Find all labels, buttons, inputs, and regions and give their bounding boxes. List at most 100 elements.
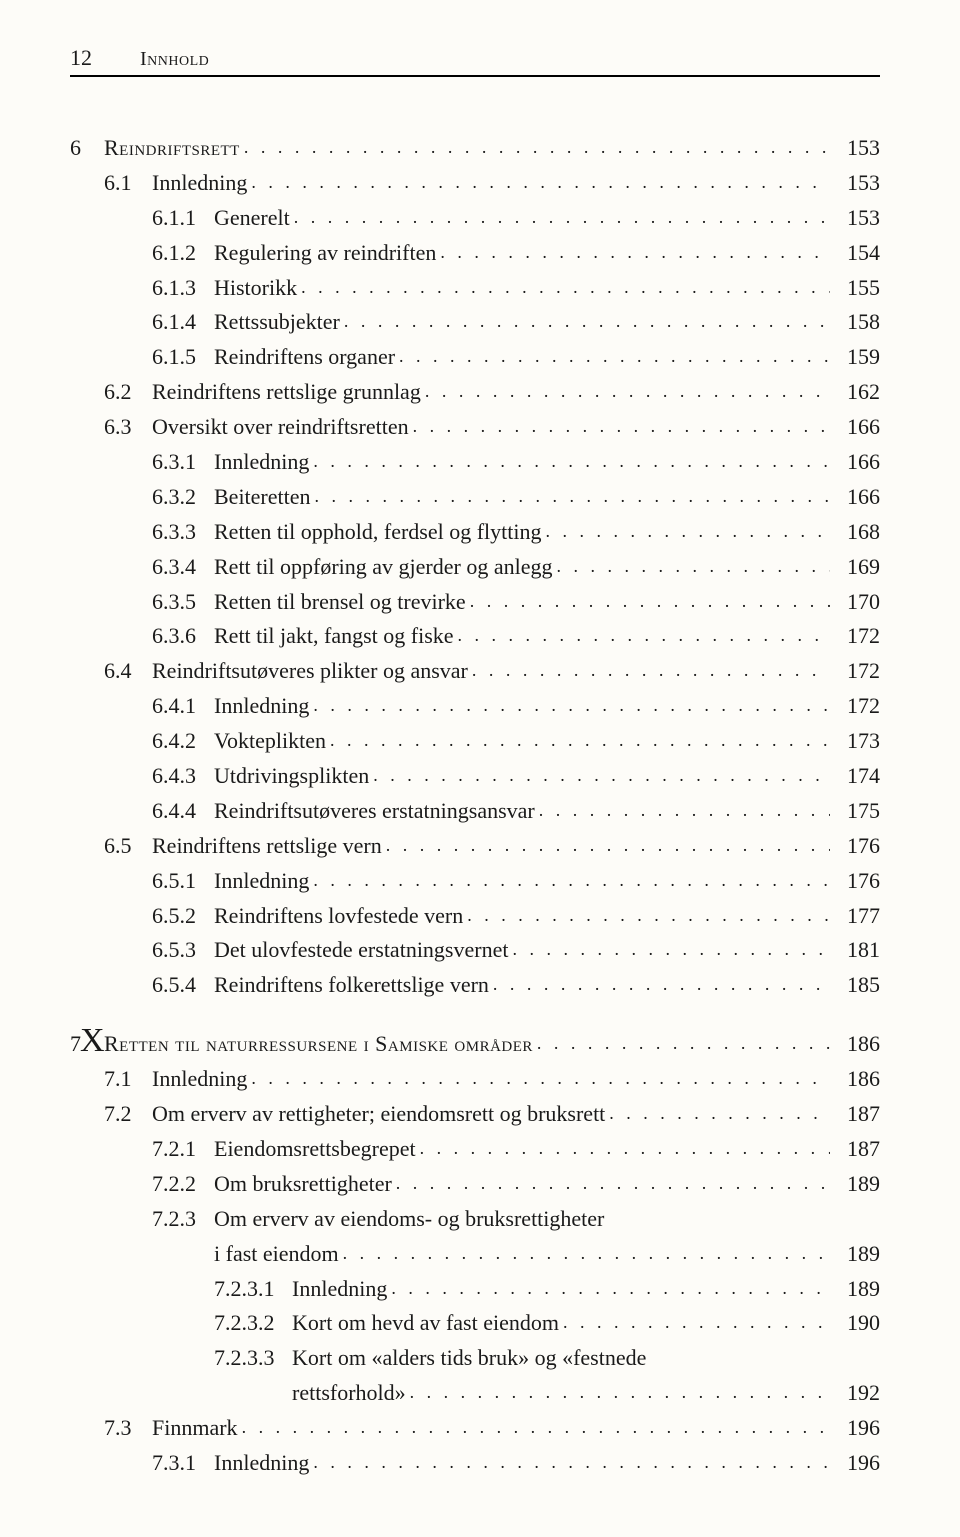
toc-subsection-title: Innledning — [214, 1447, 309, 1479]
toc-subsection-number: 6.4.1 — [152, 690, 214, 722]
toc-chapter-title: Reindriftsrett — [104, 132, 240, 164]
toc-leader: . . . . . . . . . . . . . . . . . . . . … — [409, 413, 830, 439]
toc-subsubsection-title: Kort om «alders tids bruk» og «festnede — [292, 1342, 646, 1374]
toc-page-number: 175 — [830, 795, 880, 827]
toc-page-number: 155 — [830, 272, 880, 304]
toc-page-number: 189 — [830, 1168, 880, 1200]
toc-row: 6.5Reindriftens rettslige vern. . . . . … — [70, 830, 880, 862]
toc-subsection-number: 6.1.5 — [152, 341, 214, 373]
toc-subsection-number: 6.3.3 — [152, 516, 214, 548]
toc-subsection-number: 6.1.3 — [152, 272, 214, 304]
toc-continuation-title: rettsforhold» — [292, 1377, 406, 1409]
toc-page-number: 181 — [830, 934, 880, 966]
toc-subsection-title: Det ulovfestede erstatningsvernet — [214, 934, 508, 966]
toc-row: 7.3Finnmark. . . . . . . . . . . . . . .… — [70, 1412, 880, 1444]
toc-chapter-wrap: X7Retten til naturressursene i Samiske o… — [70, 1028, 880, 1060]
toc-section-title: Reindriftens rettslige vern — [152, 830, 382, 862]
toc-leader: . . . . . . . . . . . . . . . . . . . . … — [309, 692, 830, 718]
toc-page-number: 190 — [830, 1307, 880, 1339]
toc-leader: . . . . . . . . . . . . . . . . . . . . … — [309, 1449, 830, 1475]
toc-page-number: 174 — [830, 760, 880, 792]
toc-row: 7.2.2Om bruksrettigheter. . . . . . . . … — [70, 1168, 880, 1200]
toc-subsection-title: Beiteretten — [214, 481, 311, 513]
toc-subsection-title: Innledning — [214, 865, 309, 897]
toc-subsection-title: Reindriftens folkerettslige vern — [214, 969, 489, 1001]
toc-row: 7.2.1Eiendomsrettsbegrepet. . . . . . . … — [70, 1133, 880, 1165]
toc-subsection-number: 6.5.3 — [152, 934, 214, 966]
toc-row: 6.5.3Det ulovfestede erstatningsvernet. … — [70, 934, 880, 966]
handwritten-x-mark: X — [80, 1022, 105, 1060]
toc-row: 6.3Oversikt over reindriftsretten. . . .… — [70, 411, 880, 443]
toc-page-number: 187 — [830, 1133, 880, 1165]
toc-leader: . . . . . . . . . . . . . . . . . . . . … — [605, 1100, 830, 1126]
toc-subsection-number: 6.3.2 — [152, 481, 214, 513]
toc-subsection-number: 6.1.2 — [152, 237, 214, 269]
toc-page-number: 172 — [830, 620, 880, 652]
toc-row: i fast eiendom. . . . . . . . . . . . . … — [70, 1238, 880, 1270]
toc-page-number: 153 — [830, 167, 880, 199]
toc-subsection-title: Eiendomsrettsbegrepet — [214, 1133, 416, 1165]
toc-page-number: 172 — [830, 655, 880, 687]
toc-row: 6.4.1Innledning. . . . . . . . . . . . .… — [70, 690, 880, 722]
toc-subsection-number: 6.3.1 — [152, 446, 214, 478]
toc-row: rettsforhold». . . . . . . . . . . . . .… — [70, 1377, 880, 1409]
page-header: 12 Innhold — [70, 45, 880, 77]
toc-row: 7.1Innledning. . . . . . . . . . . . . .… — [70, 1063, 880, 1095]
toc-leader: . . . . . . . . . . . . . . . . . . . . … — [340, 308, 830, 334]
toc-section-title: Finnmark — [152, 1412, 238, 1444]
toc-leader: . . . . . . . . . . . . . . . . . . . . … — [466, 588, 830, 614]
toc-subsection-number: 6.4.3 — [152, 760, 214, 792]
toc-subsection-title: Utdrivingsplikten — [214, 760, 369, 792]
toc-gap — [70, 1004, 880, 1028]
toc-row: 6.4.4Reindriftsutøveres erstatningsansva… — [70, 795, 880, 827]
toc-leader: . . . . . . . . . . . . . . . . . . . . … — [416, 1135, 830, 1161]
toc-page-number: 187 — [830, 1098, 880, 1130]
toc-section-title: Reindriftens rettslige grunnlag — [152, 376, 421, 408]
toc-leader: . . . . . . . . . . . . . . . . . . . . … — [247, 1065, 830, 1091]
toc-subsection-number: 6.3.6 — [152, 620, 214, 652]
toc-subsection-number: 6.5.2 — [152, 900, 214, 932]
toc-subsection-title: Rett til jakt, fangst og fiske — [214, 620, 454, 652]
toc-subsection-number: 6.5.1 — [152, 865, 214, 897]
toc-page-number: 196 — [830, 1447, 880, 1479]
toc-subsection-number: 6.5.4 — [152, 969, 214, 1001]
toc-leader: . . . . . . . . . . . . . . . . . . . . … — [311, 483, 830, 509]
toc-subsubsection-title: Innledning — [292, 1273, 387, 1305]
toc-leader: . . . . . . . . . . . . . . . . . . . . … — [326, 727, 830, 753]
toc-row: 6.5.2Reindriftens lovfestede vern. . . .… — [70, 900, 880, 932]
toc-leader: . . . . . . . . . . . . . . . . . . . . … — [309, 448, 830, 474]
toc-leader: . . . . . . . . . . . . . . . . . . . . … — [454, 622, 830, 648]
toc-page-number: 166 — [830, 481, 880, 513]
toc-subsection-title: Rett til oppføring av gjerder og anlegg — [214, 551, 552, 583]
page-number: 12 — [70, 45, 92, 71]
toc-subsection-number: 6.4.2 — [152, 725, 214, 757]
toc-leader: . . . . . . . . . . . . . . . . . . . . … — [468, 657, 830, 683]
toc-section-number: 6.1 — [104, 167, 152, 199]
toc-leader: . . . . . . . . . . . . . . . . . . . . … — [290, 204, 830, 230]
toc-row: 6.5.4Reindriftens folkerettslige vern. .… — [70, 969, 880, 1001]
toc-page-number: 172 — [830, 690, 880, 722]
toc-chapter-title: Retten til naturressursene i Samiske omr… — [104, 1028, 533, 1060]
toc-subsection-title: Retten til opphold, ferdsel og flytting — [214, 516, 542, 548]
toc-leader: . . . . . . . . . . . . . . . . . . . . … — [508, 936, 830, 962]
toc-page-number: 159 — [830, 341, 880, 373]
toc-row: 6.1.4Rettssubjekter. . . . . . . . . . .… — [70, 306, 880, 338]
toc-chapter-wrap: 6Reindriftsrett. . . . . . . . . . . . .… — [70, 132, 880, 164]
toc-subsection-number: 6.4.4 — [152, 795, 214, 827]
toc-row: 7.2Om erverv av rettigheter; eiendomsret… — [70, 1098, 880, 1130]
toc-subsection-number: 6.3.5 — [152, 586, 214, 618]
toc-subsection-title: Om bruksrettigheter — [214, 1168, 392, 1200]
toc-leader: . . . . . . . . . . . . . . . . . . . . … — [240, 134, 830, 160]
toc-page-number: 170 — [830, 586, 880, 618]
toc-row: 7.3.1Innledning. . . . . . . . . . . . .… — [70, 1447, 880, 1479]
toc-section-number: 7.1 — [104, 1063, 152, 1095]
toc-leader: . . . . . . . . . . . . . . . . . . . . … — [387, 1275, 830, 1301]
toc-leader: . . . . . . . . . . . . . . . . . . . . … — [247, 169, 830, 195]
toc-section-title: Innledning — [152, 167, 247, 199]
toc-subsubsection-title: Kort om hevd av fast eiendom — [292, 1307, 559, 1339]
toc-page-number: 162 — [830, 376, 880, 408]
toc-row: 6.4Reindriftsutøveres plikter og ansvar.… — [70, 655, 880, 687]
toc-leader: . . . . . . . . . . . . . . . . . . . . … — [535, 797, 830, 823]
toc-row: 7.2.3.2Kort om hevd av fast eiendom. . .… — [70, 1307, 880, 1339]
toc-page-number: 186 — [830, 1028, 880, 1060]
